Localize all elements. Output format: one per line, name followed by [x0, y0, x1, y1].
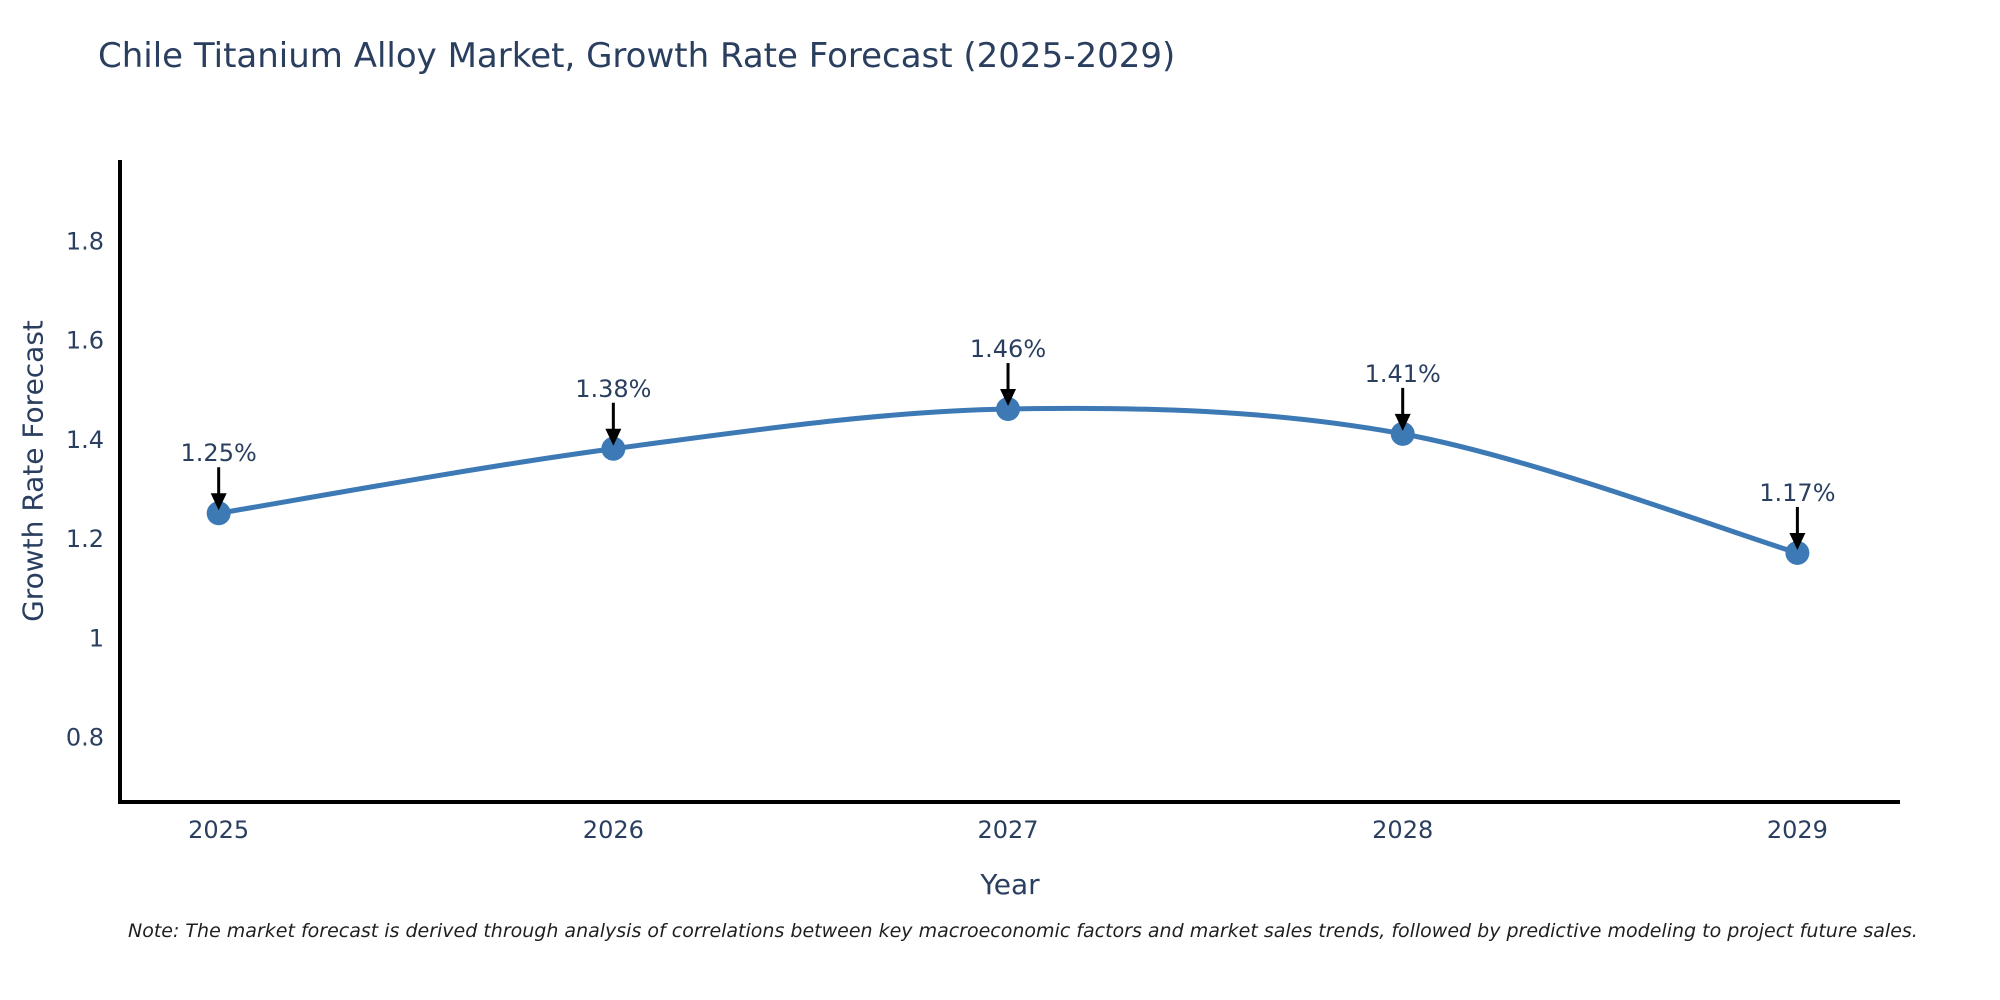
point-annotation: 1.17% — [1759, 479, 1835, 507]
y-tick-label: 1 — [89, 624, 104, 652]
x-tick-label: 2027 — [977, 816, 1038, 844]
x-tick-label: 2025 — [188, 816, 249, 844]
data-point-marker[interactable] — [996, 397, 1021, 422]
annotation-arrow-head — [1789, 532, 1806, 550]
x-axis-title: Year — [980, 868, 1040, 901]
y-tick-label: 1.6 — [66, 327, 104, 355]
x-tick-label: 2028 — [1372, 816, 1433, 844]
data-point-marker[interactable] — [601, 436, 626, 461]
y-tick-label: 1.4 — [66, 426, 104, 454]
y-tick-label: 0.8 — [66, 724, 104, 752]
trend-line — [218, 405, 1799, 556]
point-annotation: 1.38% — [575, 375, 651, 403]
x-tick-label: 2026 — [583, 816, 644, 844]
point-annotation: 1.25% — [181, 439, 257, 467]
annotation-arrow-head — [605, 428, 622, 446]
footnote: Note: The market forecast is derived thr… — [128, 920, 1918, 942]
y-tick-label: 1.2 — [66, 525, 104, 553]
y-tick-label: 1.8 — [66, 227, 104, 255]
annotation-arrow-head — [1000, 389, 1017, 407]
axis-lines — [118, 160, 1900, 804]
x-tick-label: 2029 — [1767, 816, 1828, 844]
annotation-arrow-head — [1394, 413, 1411, 431]
point-annotation: 1.41% — [1365, 360, 1441, 388]
point-annotation: 1.46% — [970, 335, 1046, 363]
data-point-marker[interactable] — [206, 501, 231, 526]
data-point-marker[interactable] — [1785, 540, 1810, 565]
chart-title: Chile Titanium Alloy Market, Growth Rate… — [98, 36, 1176, 76]
annotation-arrow-head — [210, 493, 227, 511]
data-point-marker[interactable] — [1390, 421, 1415, 446]
